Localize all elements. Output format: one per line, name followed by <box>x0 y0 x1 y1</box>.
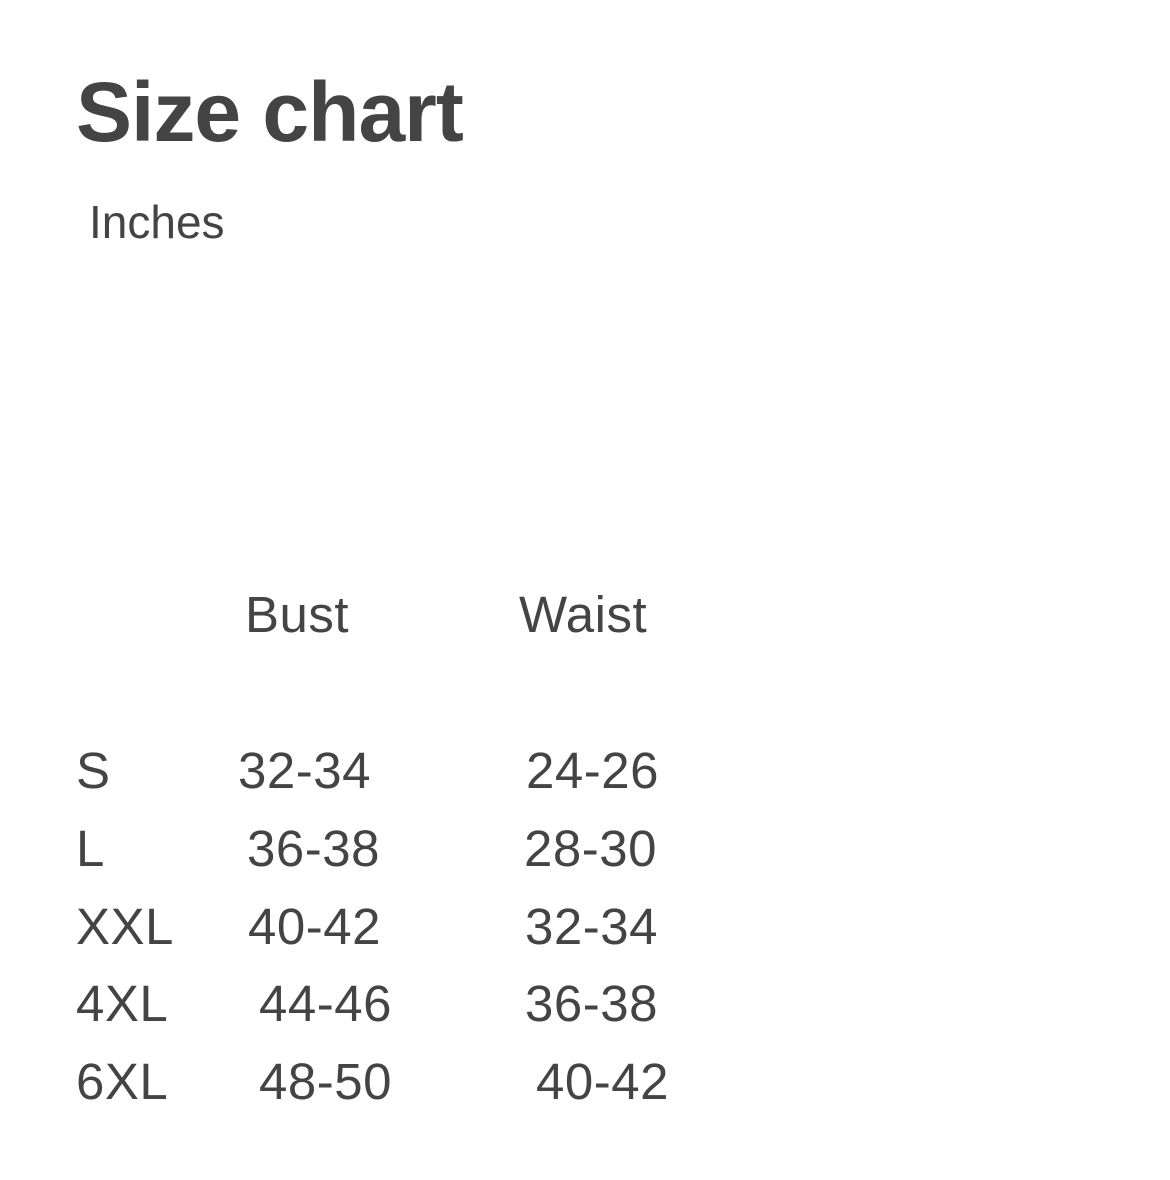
bust-cell: 48-50 <box>259 1053 392 1110</box>
waist-cell: 36-38 <box>525 975 658 1032</box>
waist-cell: 24-26 <box>526 742 659 799</box>
bust-cell: 40-42 <box>248 898 381 955</box>
waist-cell: 40-42 <box>536 1053 669 1110</box>
bust-cell: 44-46 <box>259 975 392 1032</box>
size-cell: L <box>76 820 105 877</box>
size-cell: S <box>76 742 111 799</box>
header-waist: Waist <box>519 586 648 643</box>
page-title: Size chart <box>76 65 464 159</box>
header-bust: Bust <box>245 586 350 643</box>
bust-cell: 32-34 <box>238 742 371 799</box>
size-cell: XXL <box>76 898 174 955</box>
waist-cell: 32-34 <box>525 898 658 955</box>
bust-cell: 36-38 <box>247 820 380 877</box>
waist-cell: 28-30 <box>524 820 657 877</box>
unit-label: Inches <box>89 196 225 248</box>
size-cell: 4XL <box>76 975 169 1032</box>
size-cell: 6XL <box>76 1053 169 1110</box>
